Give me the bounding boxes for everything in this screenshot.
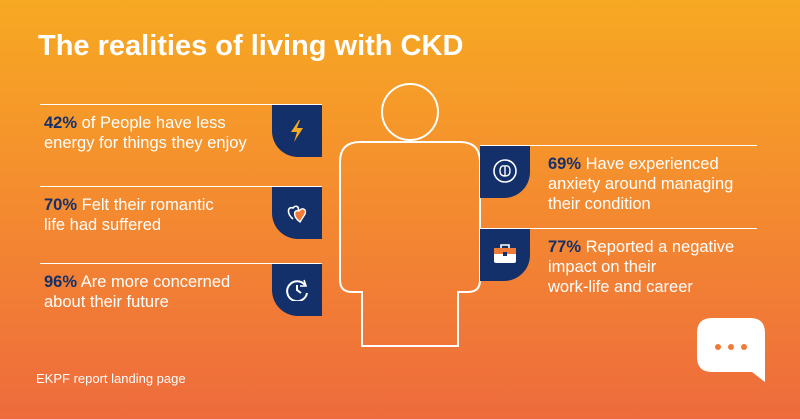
footer-link[interactable]: EKPF report landing page (36, 371, 186, 386)
stat-item: 69% Have experienced anxiety around manag… (480, 145, 757, 213)
stat-percent: 42% (44, 114, 78, 132)
stat-description: impact on their (548, 258, 657, 276)
text-line: 42% of People have less (44, 113, 247, 133)
stat-text: 96% Are more concerned about their future (44, 272, 230, 312)
stat-item: 77% Reported a negative impact on their wo… (480, 228, 757, 296)
icon (494, 244, 516, 263)
icon-tab (272, 264, 322, 316)
stat-text: 77% Reported a negative impact on their wo… (548, 237, 734, 297)
stat-description: Have experienced (585, 155, 719, 173)
icon-tab (480, 146, 530, 198)
stat-percent: 96% (44, 273, 78, 291)
text-line: anxiety around managing (548, 174, 733, 194)
stat-item: 70% Felt their romantic life had suffered (40, 186, 322, 247)
text-line: 70% Felt their romantic (44, 195, 214, 215)
stat-percent: 69% (548, 155, 582, 173)
stat-text: 69% Have experienced anxiety around manag… (548, 154, 733, 214)
text-line: 96% Are more concerned (44, 272, 230, 292)
stat-description: Felt their romantic (81, 196, 214, 214)
icon (291, 120, 303, 142)
text-line: 77% Reported a negative (548, 237, 734, 257)
stat-description: anxiety around managing (548, 175, 734, 193)
text-line: energy for things they enjoy (44, 133, 247, 153)
stat-text: 70% Felt their romantic life had suffered (44, 195, 214, 235)
stat-description: about their future (44, 293, 169, 311)
stat-item: 42% of People have less energy for things… (40, 104, 322, 165)
stat-description: work-life and career (548, 278, 693, 296)
text-line: 69% Have experienced (548, 154, 733, 174)
stat-percent: 70% (44, 196, 78, 214)
text-line: about their future (44, 292, 230, 312)
stat-item: 96% Are more concerned about their future (40, 263, 322, 324)
icon-tab (272, 105, 322, 157)
stat-description: their condition (548, 195, 651, 213)
icon-tab (272, 187, 322, 239)
text-line: work-life and career (548, 277, 734, 297)
icon-tab (480, 229, 530, 281)
stat-description: Are more concerned (80, 273, 231, 291)
title: The realities of living with CKD (38, 30, 464, 62)
icon (286, 279, 308, 301)
text-line: impact on their (548, 257, 734, 277)
stat-description: energy for things they enjoy (44, 134, 247, 152)
icon (493, 159, 517, 183)
stat-percent: 77% (548, 238, 582, 256)
icon (287, 205, 307, 224)
text-line: life had suffered (44, 215, 214, 235)
stat-description: of People have less (81, 114, 226, 132)
text-line: their condition (548, 194, 733, 214)
stat-description: life had suffered (44, 216, 162, 234)
stat-description: Reported a negative (585, 238, 735, 256)
stat-text: 42% of People have less energy for things… (44, 113, 247, 153)
